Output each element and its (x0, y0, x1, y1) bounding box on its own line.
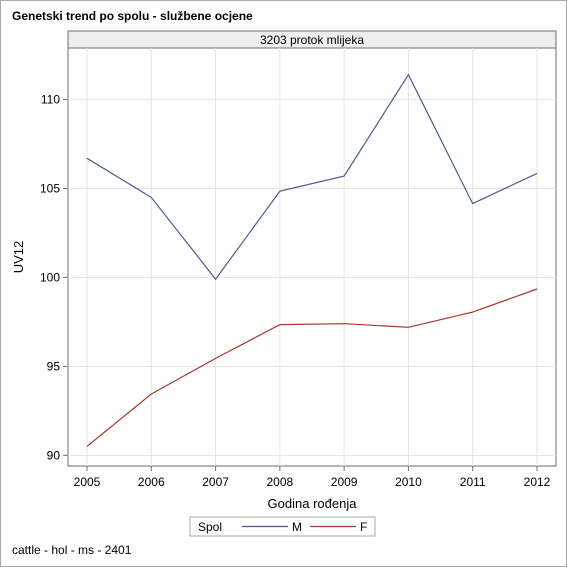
legend-title: Spol (198, 520, 222, 534)
y-tick-label: 105 (40, 182, 60, 196)
y-tick-label: 95 (47, 359, 61, 373)
legend-label-m: M (292, 520, 302, 534)
axes: 2005 2006 2007 2008 2009 2010 2011 2012 90 95 100 1… (40, 93, 551, 489)
series-lines (86, 73, 538, 447)
series-line-m (86, 73, 538, 281)
x-tick-label: 2010 (395, 475, 422, 489)
x-tick-label: 2011 (460, 475, 486, 489)
y-tick-label: 100 (40, 270, 60, 284)
x-tick-label: 2007 (202, 475, 229, 489)
x-tick-label: 2005 (74, 475, 101, 489)
x-tick-label: 2008 (267, 475, 294, 489)
x-tick-label: 2012 (524, 475, 551, 489)
panel-label: 3203 protok mlijeka (260, 33, 364, 47)
x-axis-label: Godina rođenja (268, 496, 358, 511)
x-tick-label: 2009 (331, 475, 358, 489)
y-tick-label: 90 (47, 448, 61, 462)
legend-label-f: F (360, 520, 367, 534)
gridlines (68, 48, 556, 466)
y-tick-label: 110 (41, 93, 60, 107)
plot-area (67, 47, 557, 467)
legend: Spol M F (189, 516, 376, 537)
y-axis-label: UV12 (11, 241, 26, 274)
x-tick-label: 2006 (138, 475, 165, 489)
chart-title: Genetski trend po spolu - službene ocjen… (12, 9, 253, 23)
footnote: cattle - hol - ms - 2401 (12, 543, 132, 557)
series-line-f (86, 288, 538, 447)
